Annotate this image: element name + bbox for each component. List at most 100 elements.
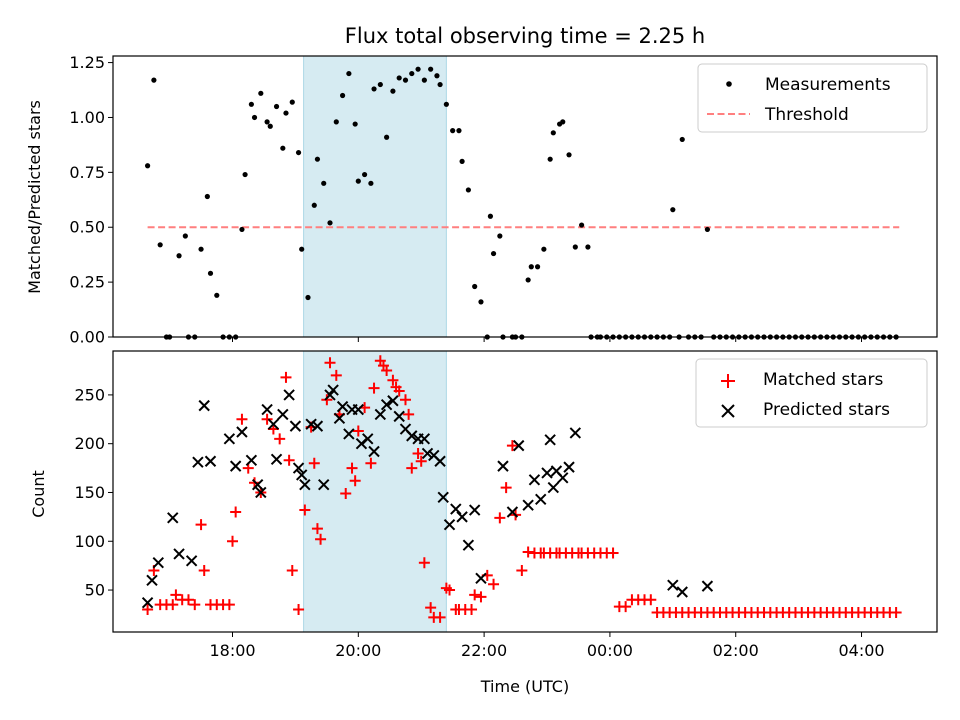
matched-star-point (645, 594, 657, 606)
matched-star-point (418, 557, 430, 569)
predicted-star-point (563, 461, 575, 473)
measurement-point (311, 202, 317, 208)
predicted-star-point (236, 426, 248, 438)
matched-star-point (293, 604, 305, 616)
measurement-point (415, 66, 421, 72)
predicted-star-point (393, 410, 405, 423)
matched-star-point (475, 591, 487, 603)
measurement-point (333, 119, 339, 125)
measurement-point (355, 178, 361, 184)
measurement-point (321, 180, 327, 186)
measurement-point (198, 246, 204, 252)
matched-star-point (349, 475, 361, 487)
matched-star-point (365, 457, 377, 469)
top-x-ticks (232, 337, 863, 342)
matched-star-point (368, 382, 380, 394)
predicted-star-point (270, 453, 283, 466)
bottom-y-tick-label: 50 (85, 581, 105, 600)
measurement-point (267, 123, 273, 129)
matched-star-point (381, 365, 393, 377)
measurement-point (670, 207, 676, 213)
measurement-point (283, 110, 289, 116)
top-y-tick-label: 1.00 (69, 108, 105, 127)
matched-star-point (607, 547, 619, 559)
predicted-star-point (437, 491, 449, 504)
measurement-point (459, 158, 465, 164)
matched-star-point (170, 589, 182, 601)
predicted-star-point (450, 503, 462, 515)
bottom-y-tick-label: 250 (74, 385, 105, 404)
predicted-star-point (528, 474, 541, 486)
predicted-star-point (387, 395, 399, 407)
matched-star-point (620, 601, 632, 613)
predicted-star-point (283, 389, 295, 401)
matched-star-point (412, 447, 424, 459)
predicted-legend-label: Predicted stars (763, 400, 890, 420)
x-tick-label: 00:00 (587, 641, 633, 660)
predicted-star-point (569, 427, 582, 439)
measurement-point (371, 86, 377, 92)
measurement-point (579, 222, 585, 228)
predicted-star-point (192, 456, 204, 468)
predicted-star-point (251, 478, 264, 491)
measurement-point (550, 130, 556, 136)
matched-star-point (425, 602, 437, 614)
predicted-star-point (255, 486, 267, 499)
top-legend-box (697, 63, 928, 133)
matched-star-point (415, 455, 427, 467)
matched-star-point (387, 374, 399, 386)
matched-legend-label: Matched stars (763, 370, 883, 390)
predicted-star-point (544, 434, 556, 446)
predicted-star-point (434, 455, 446, 467)
predicted-star-point (343, 428, 355, 440)
bottom-panel: 50 100 150 200 250 18:00 20:00 22:00 00:00 02:00… (29, 350, 938, 696)
measurement-point (258, 90, 264, 96)
matched-star-point (198, 565, 210, 577)
measurement-point (176, 253, 182, 259)
x-tick-label: 04:00 (838, 641, 884, 660)
predicted-star-point (261, 403, 273, 416)
predicted-star-point (374, 408, 387, 421)
measurement-point (450, 128, 456, 134)
x-tick-label: 20:00 (335, 641, 381, 660)
matched-star-point (261, 413, 273, 425)
measurement-point (490, 250, 497, 257)
measurement-point (314, 156, 321, 162)
predicted-star-point (547, 481, 560, 494)
matched-star-point (230, 506, 242, 518)
bottom-y-tick-label: 200 (74, 434, 105, 453)
top-panel: 0.00 0.25 0.50 0.75 1.00 1.25 Matched/Predict… (25, 53, 938, 347)
x-tick-label: 18:00 (209, 641, 255, 660)
bottom-y-tick-label: 150 (74, 483, 105, 502)
measurement-point (362, 171, 368, 178)
predicted-star-point (173, 548, 185, 560)
measurement-point (182, 233, 188, 239)
matched-star-point (469, 589, 481, 601)
predicted-star-point (336, 400, 349, 413)
matched-star-point (399, 394, 411, 406)
matched-star-point (406, 462, 418, 474)
measurement-point (437, 81, 443, 88)
predicted-star-point (443, 518, 456, 531)
top-y-tick-label: 1.25 (69, 53, 105, 72)
measurement-point (443, 101, 449, 107)
matched-star-point (330, 369, 342, 381)
predicted-star-point (167, 512, 179, 524)
matched-star-point (142, 604, 154, 616)
measurement-point (472, 283, 478, 290)
predicted-star-point (146, 574, 158, 586)
predicted-star-point (513, 439, 525, 452)
figure-title: Flux total observing time = 2.25 h (345, 24, 705, 48)
measurement-point (528, 264, 534, 270)
matched-star-point (283, 454, 295, 466)
matched-star-point (324, 357, 336, 369)
top-axes-frame (112, 55, 938, 338)
predicted-star-point (305, 418, 317, 430)
measurement-point (239, 226, 245, 233)
measurement-point (585, 244, 591, 250)
measurement-point (402, 77, 409, 83)
predicted-star-point (406, 430, 418, 442)
measurement-point (157, 242, 163, 248)
measurement-point (456, 128, 462, 134)
matched-star-point (315, 533, 327, 545)
